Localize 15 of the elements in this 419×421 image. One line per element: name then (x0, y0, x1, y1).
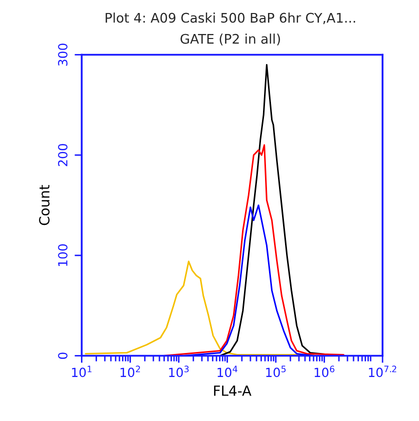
x-tick-label: 10$^{6}$ (314, 366, 334, 378)
x-tick-label: 10$^{2}$ (120, 366, 140, 378)
chart-title: Plot 4: A09 Caski 500 BaP 6hr CY,A1... (106, 12, 356, 24)
y-axis-title: Count (39, 184, 50, 226)
y-tick-label: 200 (58, 144, 68, 166)
x-tick-label: 10$^{7.2}$ (368, 366, 396, 378)
x-tick-label: 10$^{1}$ (72, 366, 92, 378)
x-tick-label: 10$^{4}$ (218, 366, 238, 378)
x-tick-label: 10$^{5}$ (266, 366, 286, 378)
x-tick-label: 10$^{3}$ (169, 366, 189, 378)
y-tick-label: 0 (58, 352, 68, 359)
chart-subtitle: GATE (P2 in all) (180, 34, 280, 46)
y-tick-label: 100 (58, 244, 68, 266)
y-tick-label: 300 (58, 44, 68, 66)
x-axis-title: FL4-A (214, 386, 252, 396)
